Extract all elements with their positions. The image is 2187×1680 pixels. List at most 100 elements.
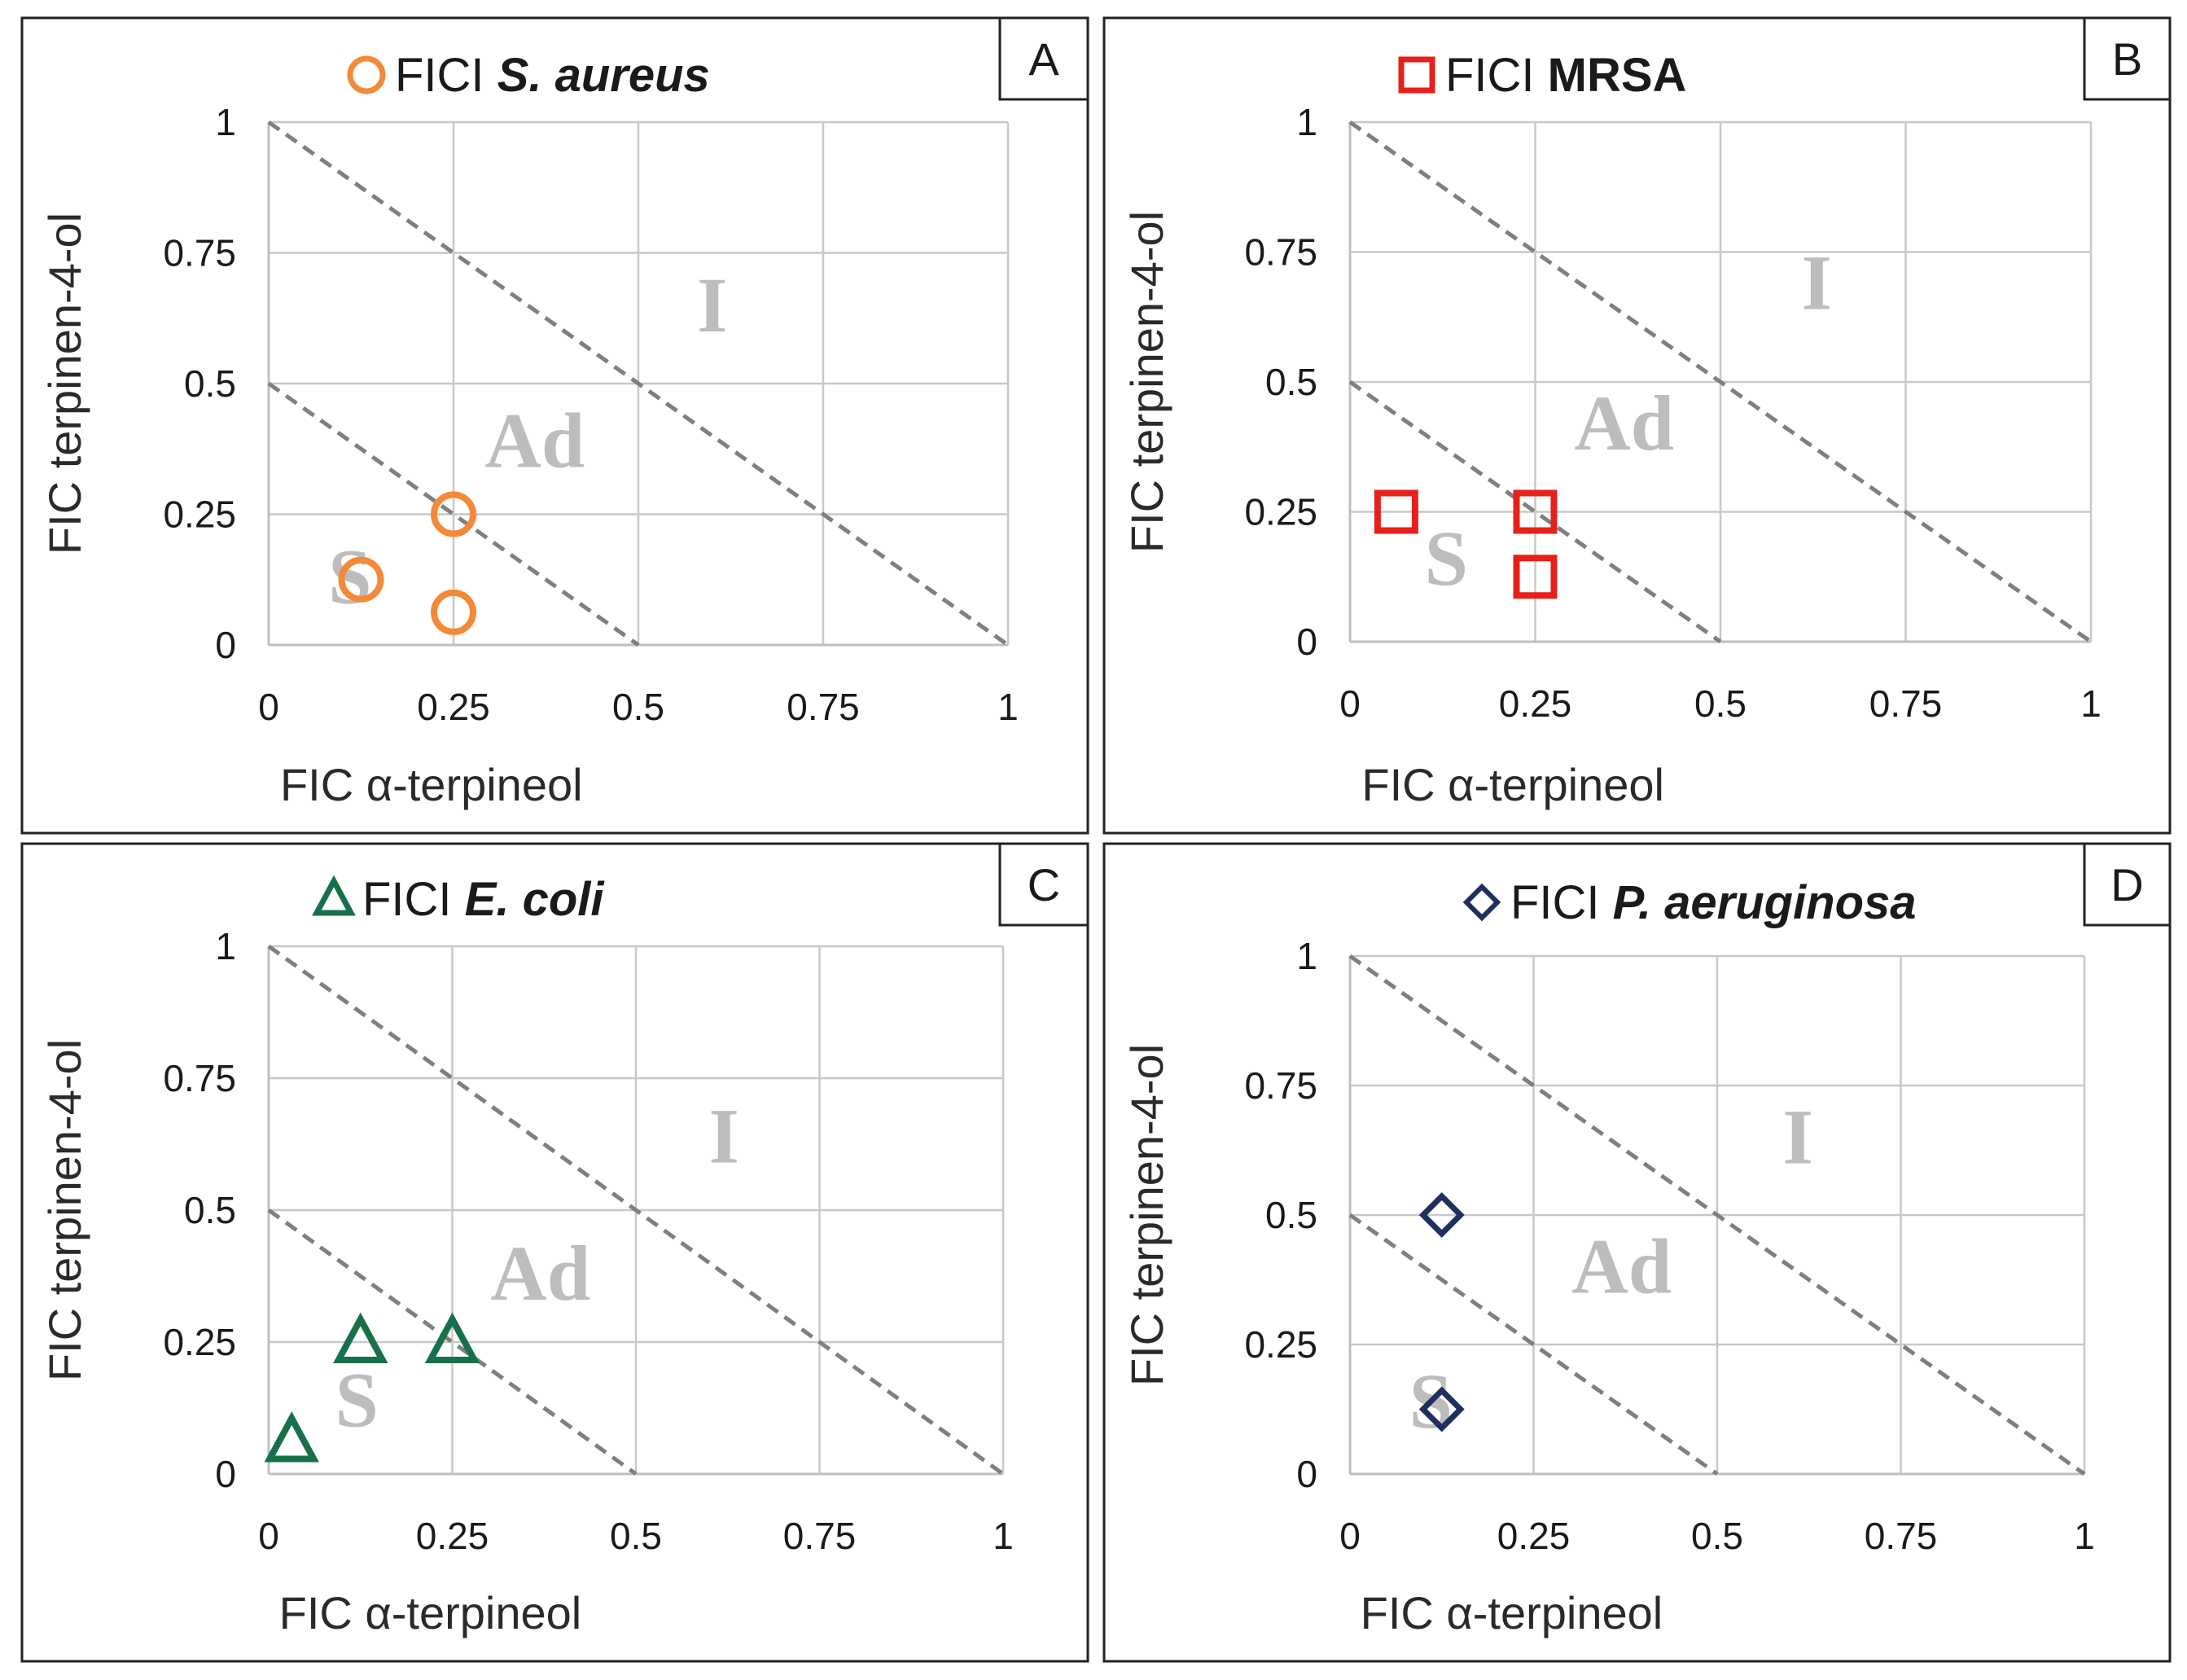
zone-label-i: I — [709, 1093, 739, 1180]
isobole-line — [1348, 954, 2086, 1476]
panel-frame — [20, 842, 1089, 1663]
chart-title: FICI P. aeruginosa — [1510, 876, 1917, 929]
chart-title-organism: MRSA — [1548, 49, 1687, 102]
isobole-line — [1348, 379, 1722, 644]
legend-square-icon — [1398, 56, 1435, 94]
data-point-triangle — [424, 1312, 480, 1363]
chart-legend-title: FICI S. aureus — [347, 49, 710, 102]
chart-panel-b: B 00 0.25 0.25 0.5 0.5 0.75 0.75 1 1 FIC α-terpine… — [1102, 16, 2172, 835]
zone-label-s: S — [328, 533, 371, 621]
zone-label-ad: Ad — [490, 1230, 590, 1317]
x-tick-label: 0.25 — [1497, 1515, 1571, 1557]
chart-title-organism: E. coli — [465, 873, 606, 926]
y-axis-title: FIC terpinen-4-ol — [39, 1039, 90, 1381]
data-points — [1374, 489, 1558, 599]
panel-letter-box — [998, 842, 1089, 927]
x-tick-label: 0.25 — [416, 1515, 489, 1557]
x-axis-title: FIC α-terpineol — [280, 759, 583, 810]
data-point-diamond — [1418, 1192, 1465, 1238]
panel-letter-box — [2083, 16, 2172, 101]
chart-title-prefix: FICI — [395, 49, 497, 102]
data-point-diamond — [1418, 1386, 1465, 1432]
panel-letter: D — [2110, 859, 2143, 910]
y-tick-label: 0.75 — [1244, 231, 1317, 274]
y-tick-label: 0 — [1296, 621, 1317, 663]
x-tick-label: 0.5 — [612, 686, 664, 728]
data-points — [1418, 1192, 1465, 1432]
legend-circle-icon — [347, 55, 386, 94]
zone-label-ad: Ad — [1574, 379, 1674, 467]
x-tick-label: 1 — [993, 1515, 1014, 1557]
legend-diamond-icon — [1462, 883, 1501, 922]
isobole-line — [1348, 120, 2093, 644]
y-tick-label: 1 — [215, 925, 236, 967]
data-point-square — [1374, 489, 1418, 534]
x-tick-label: 0.25 — [417, 686, 490, 728]
chart-panel-a: A 00 0.25 0.25 0.5 0.5 0.75 0.75 1 1 FIC α-terpine… — [20, 16, 1089, 835]
chart-title-prefix: FICI — [362, 873, 465, 926]
zone-label-i: I — [1783, 1093, 1813, 1180]
chart-panel-c: C 00 0.25 0.25 0.5 0.5 0.75 0.75 1 1 FIC α-terpine… — [20, 842, 1089, 1663]
x-tick-label: 1 — [2074, 1515, 2095, 1557]
chart-legend-title: FICI E. coli — [312, 873, 605, 926]
data-points — [264, 1312, 480, 1463]
zone-label-ad: Ad — [1571, 1222, 1672, 1309]
x-tick-label: 0 — [1339, 1515, 1361, 1557]
data-point-triangle — [333, 1312, 388, 1363]
y-tick-label: 1 — [215, 101, 236, 143]
chart-panel-d: D 00 0.25 0.25 0.5 0.5 0.75 0.75 1 1 FIC α-terpine… — [1102, 842, 2172, 1663]
zone-label-i: I — [1802, 239, 1832, 327]
x-tick-label: 0.75 — [783, 1515, 857, 1557]
isobole-line — [267, 1208, 638, 1476]
y-tick-label: 1 — [1296, 101, 1317, 143]
panel-letter: A — [1028, 33, 1059, 85]
chart-title-organism: S. aureus — [497, 49, 710, 102]
isobole-line — [267, 381, 640, 647]
data-points — [338, 491, 476, 635]
x-tick-label: 1 — [997, 686, 1019, 728]
isobole-line — [267, 120, 1010, 647]
y-tick-label: 1 — [1296, 935, 1317, 977]
x-tick-label: 0 — [258, 686, 279, 728]
chart-title-prefix: FICI — [1445, 49, 1548, 102]
panel-letter: B — [2112, 33, 2142, 85]
chart-title-organism: P. aeruginosa — [1613, 876, 1917, 929]
zone-label-ad: Ad — [485, 397, 585, 485]
y-tick-label: 0.5 — [184, 1189, 236, 1231]
panel-letter-box — [998, 16, 1089, 101]
data-point-circle — [338, 556, 384, 603]
data-point-circle — [431, 589, 476, 635]
y-axis-title: FIC terpinen-4-ol — [1121, 1044, 1172, 1386]
x-tick-label: 0.5 — [1691, 1515, 1743, 1557]
y-tick-label: 0.75 — [163, 232, 236, 274]
y-axis-title: FIC terpinen-4-ol — [1121, 211, 1172, 553]
x-tick-label: 0 — [258, 1515, 279, 1557]
chart-legend-title: FICI MRSA — [1398, 49, 1687, 102]
isobole-line — [267, 944, 1005, 1476]
x-tick-label: 1 — [2080, 682, 2102, 725]
zone-label-i: I — [697, 261, 727, 349]
y-tick-label: 0.5 — [1265, 1194, 1317, 1236]
panel-letter: C — [1028, 859, 1060, 910]
x-axis-title: FIC α-terpineol — [279, 1587, 582, 1638]
x-axis-title: FIC α-terpineol — [1361, 759, 1664, 810]
x-tick-label: 0 — [1339, 682, 1361, 725]
y-tick-label: 0.5 — [184, 362, 236, 405]
y-axis-title: FIC terpinen-4-ol — [39, 213, 90, 555]
y-tick-label: 0 — [215, 624, 236, 666]
y-tick-label: 0.25 — [1244, 491, 1317, 533]
data-point-triangle — [264, 1411, 319, 1463]
x-axis-title: FIC α-terpineol — [1361, 1587, 1663, 1638]
y-tick-label: 0.75 — [1244, 1064, 1317, 1107]
panel-frame — [20, 16, 1089, 835]
zone-label-s: S — [1425, 515, 1468, 602]
chart-title: FICI E. coli — [362, 873, 605, 926]
data-point-square — [1513, 555, 1558, 599]
y-tick-label: 0 — [215, 1453, 236, 1495]
x-tick-label: 0.75 — [1865, 1515, 1938, 1557]
y-tick-label: 0.25 — [163, 1321, 236, 1363]
chart-title-prefix: FICI — [1510, 876, 1613, 929]
x-tick-label: 0.25 — [1499, 682, 1572, 725]
